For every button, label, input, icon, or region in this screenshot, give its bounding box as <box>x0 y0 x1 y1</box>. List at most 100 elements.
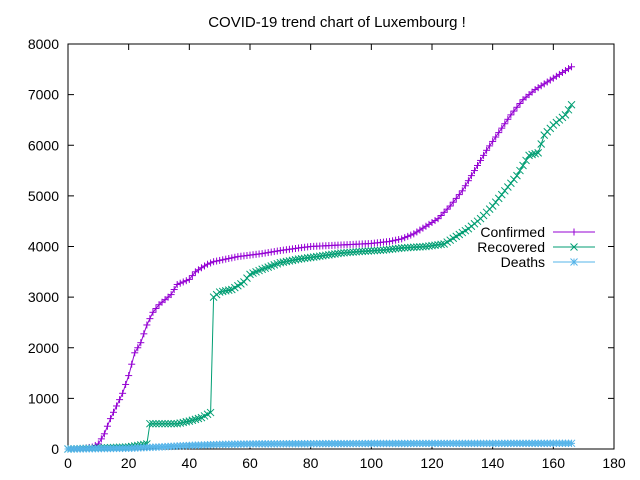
y-tick-label: 1000 <box>28 390 59 406</box>
data-point-d2 <box>161 419 169 428</box>
series-line-recovered <box>67 104 572 450</box>
y-tick-label: 2000 <box>28 340 59 356</box>
series-recovered <box>64 100 576 453</box>
x-tick-label: 180 <box>602 455 626 471</box>
data-point-d2 <box>385 245 394 254</box>
data-point-d2 <box>567 100 576 109</box>
data-point-d2 <box>379 246 388 254</box>
y-tick-label: 3000 <box>28 289 59 305</box>
data-point-d2 <box>425 242 433 250</box>
data-point-d2 <box>497 190 506 199</box>
data-point-d2 <box>188 416 197 425</box>
data-point-d2 <box>494 194 503 203</box>
data-point-d2 <box>367 246 376 255</box>
data-point-d2 <box>352 247 361 256</box>
x-tick-label: 140 <box>481 455 505 471</box>
data-point-d2 <box>206 408 215 417</box>
data-point-d2 <box>167 419 175 428</box>
data-point-d2 <box>419 242 427 251</box>
data-point-d2 <box>325 250 333 259</box>
x-tick-label: 20 <box>121 455 137 471</box>
data-point-d2 <box>309 253 318 261</box>
legend-label: Confirmed <box>480 224 545 240</box>
data-point-d2 <box>176 419 185 427</box>
data-point-d2 <box>567 439 576 448</box>
data-point-d2 <box>276 258 285 267</box>
x-tick-label: 160 <box>542 455 566 471</box>
data-point-d2 <box>158 419 166 428</box>
data-point-d2 <box>394 244 403 253</box>
data-point-d2 <box>373 246 382 255</box>
data-point-d2 <box>300 254 309 263</box>
x-tick-label: 60 <box>242 455 258 471</box>
data-point-d2 <box>516 166 524 175</box>
data-point-d2 <box>155 419 163 428</box>
data-point-d2 <box>370 246 379 255</box>
axes: 0 20 40 60 80 100 120 140 160 180 0 1000 2000 3000 400… <box>28 36 626 471</box>
data-point-d2 <box>152 419 160 428</box>
legend-label: Recovered <box>477 239 545 255</box>
legend-marker-d2 <box>570 243 578 251</box>
data-point-d2 <box>391 244 400 253</box>
data-point-d2 <box>434 240 442 249</box>
data-point-d2 <box>179 418 188 427</box>
data-point-d2 <box>318 251 327 260</box>
data-point-d2 <box>218 287 227 296</box>
data-point-d2 <box>221 286 230 295</box>
data-point-d2 <box>173 419 182 428</box>
legend-marker-d2 <box>570 258 578 266</box>
data-point-d2 <box>382 245 391 254</box>
data-point-d2 <box>337 249 345 257</box>
data-point-d2 <box>406 243 415 252</box>
data-point-d2 <box>294 255 303 264</box>
data-point-d2 <box>376 246 385 255</box>
data-point-d2 <box>510 175 518 184</box>
data-point-d2 <box>146 419 154 428</box>
data-point-d2 <box>315 252 324 261</box>
x-tick-label: 80 <box>303 455 319 471</box>
data-point-d2 <box>303 254 312 262</box>
series-line-confirmed <box>68 66 572 450</box>
data-point-d2 <box>428 241 436 250</box>
legend-label: Deaths <box>501 254 545 270</box>
data-point-d2 <box>170 419 179 428</box>
data-point-d2 <box>522 156 530 165</box>
data-point-d2 <box>403 243 412 252</box>
data-point-d2 <box>343 248 351 257</box>
data-point-d2 <box>282 257 291 266</box>
data-point-d2 <box>537 140 546 148</box>
data-point-d2 <box>358 247 367 256</box>
data-point-d2 <box>288 256 297 265</box>
data-point-d2 <box>306 253 315 262</box>
y-tick-label: 4000 <box>28 239 59 255</box>
data-point-d2 <box>507 179 515 188</box>
data-point-d2 <box>397 244 406 252</box>
y-tick-label: 6000 <box>28 137 59 153</box>
data-point-d2 <box>285 257 294 265</box>
data-point-d2 <box>409 243 418 252</box>
data-point-d2 <box>224 286 233 295</box>
data-point-d2 <box>331 250 339 258</box>
data-point-d2 <box>534 148 543 157</box>
data-point-d2 <box>491 198 500 207</box>
x-tick-label: 100 <box>360 455 384 471</box>
data-point-d2 <box>431 241 439 250</box>
data-point-d2 <box>346 248 354 257</box>
data-point-d2 <box>149 419 157 428</box>
data-point-d2 <box>412 243 421 251</box>
y-tick-label: 7000 <box>28 87 59 103</box>
data-point-d2 <box>519 161 527 170</box>
data-point-d2 <box>185 417 194 426</box>
data-point-d2 <box>215 288 224 296</box>
data-point-d2 <box>321 251 330 260</box>
data-point-d2 <box>240 278 248 286</box>
x-tick-label: 120 <box>420 455 444 471</box>
data-point-d2 <box>503 183 512 191</box>
y-tick-label: 8000 <box>28 36 59 52</box>
y-tick-label: 5000 <box>28 188 59 204</box>
data-point-d2 <box>194 414 203 423</box>
x-tick-label: 0 <box>64 455 72 471</box>
data-point-d2 <box>279 258 288 266</box>
